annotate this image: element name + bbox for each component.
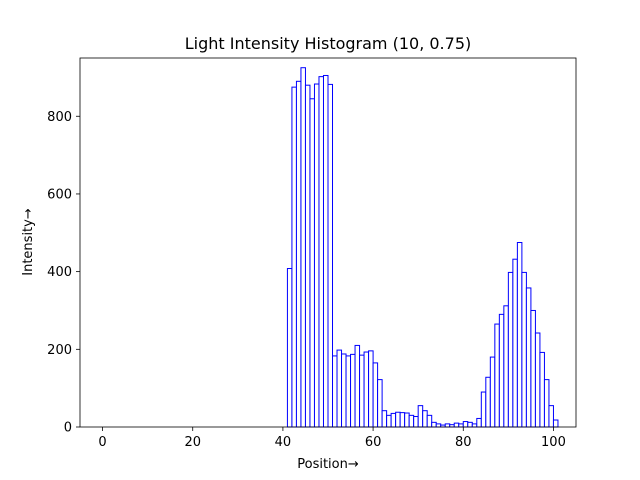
histogram-bar	[422, 410, 428, 428]
histogram-bar	[304, 84, 311, 428]
histogram-bar	[291, 86, 297, 428]
histogram-bar	[458, 423, 464, 428]
histogram-bar	[498, 313, 505, 428]
histogram-bar	[431, 421, 437, 428]
y-tick-label: 600	[47, 187, 72, 202]
histogram-bar	[309, 98, 315, 428]
histogram-bar	[530, 309, 536, 428]
histogram-bar	[395, 411, 401, 428]
histogram-bar	[381, 410, 388, 428]
histogram-bar	[336, 349, 343, 428]
histogram-bar	[300, 67, 306, 428]
histogram-bar	[295, 80, 302, 428]
histogram-bar	[516, 242, 523, 428]
y-tick-label: 800	[47, 110, 72, 125]
histogram-bar	[408, 414, 415, 428]
plot-frame	[79, 57, 577, 428]
histogram-bar	[318, 76, 324, 428]
histogram-bar	[543, 379, 550, 428]
histogram-bar	[521, 271, 527, 428]
histogram-bar	[485, 376, 491, 428]
x-axis-label: Position→	[297, 457, 359, 472]
x-axis-ticks: 0 20 40 60 80 100	[98, 427, 566, 450]
histogram-bar	[467, 421, 473, 428]
histogram-bar	[390, 412, 397, 428]
histogram-bar	[507, 271, 514, 428]
y-tick-label: 200	[47, 343, 72, 358]
x-tick-label: 20	[184, 435, 201, 450]
histogram-bar	[354, 344, 361, 428]
histogram-bar	[525, 287, 532, 428]
histogram-bar	[435, 423, 442, 428]
histogram-bar	[368, 350, 374, 428]
x-tick-label: 100	[541, 435, 566, 450]
histogram-bar	[534, 332, 541, 428]
histogram-bar	[359, 354, 365, 428]
histogram-bar	[350, 353, 356, 428]
histogram-bar	[453, 422, 460, 428]
y-axis-label: Intensity→	[21, 208, 36, 276]
histogram-bar	[512, 258, 518, 428]
y-tick-label: 400	[47, 265, 72, 280]
histogram-bar	[462, 421, 469, 428]
histogram-bar	[548, 405, 554, 428]
histogram-bar	[322, 74, 329, 428]
x-tick-label: 80	[455, 435, 472, 450]
histogram-bar	[313, 83, 320, 428]
histogram-bar	[471, 423, 478, 428]
histogram-bar	[480, 391, 487, 428]
x-tick-label: 40	[275, 435, 292, 450]
histogram-bar	[413, 416, 419, 428]
histogram-bar	[489, 356, 496, 428]
histogram-bar	[399, 412, 406, 428]
histogram-bar	[417, 405, 424, 428]
histogram-bar	[332, 355, 338, 428]
histogram-bar	[386, 414, 392, 428]
histogram-bar	[476, 417, 482, 428]
histogram-bar	[363, 351, 370, 428]
histogram-bar	[372, 362, 379, 428]
y-axis-ticks: 0 200 400 600 800	[47, 110, 80, 436]
histogram-bar	[503, 305, 509, 428]
x-tick-label: 60	[365, 435, 382, 450]
histogram-bar	[539, 351, 545, 428]
histogram-bar	[377, 379, 383, 428]
histogram-bar	[345, 355, 352, 428]
y-tick-label: 0	[64, 421, 72, 436]
histogram-bar	[494, 323, 500, 428]
histogram-bar	[327, 83, 334, 428]
histogram-bar	[444, 423, 451, 428]
chart-title: Light Intensity Histogram (10, 0.75)	[185, 34, 471, 53]
histogram-bar	[286, 268, 293, 428]
histogram-bar	[404, 412, 410, 428]
histogram-bar	[552, 419, 559, 428]
x-tick-label: 0	[98, 435, 106, 450]
histogram-bar	[341, 353, 347, 428]
histogram-bar	[426, 414, 433, 428]
